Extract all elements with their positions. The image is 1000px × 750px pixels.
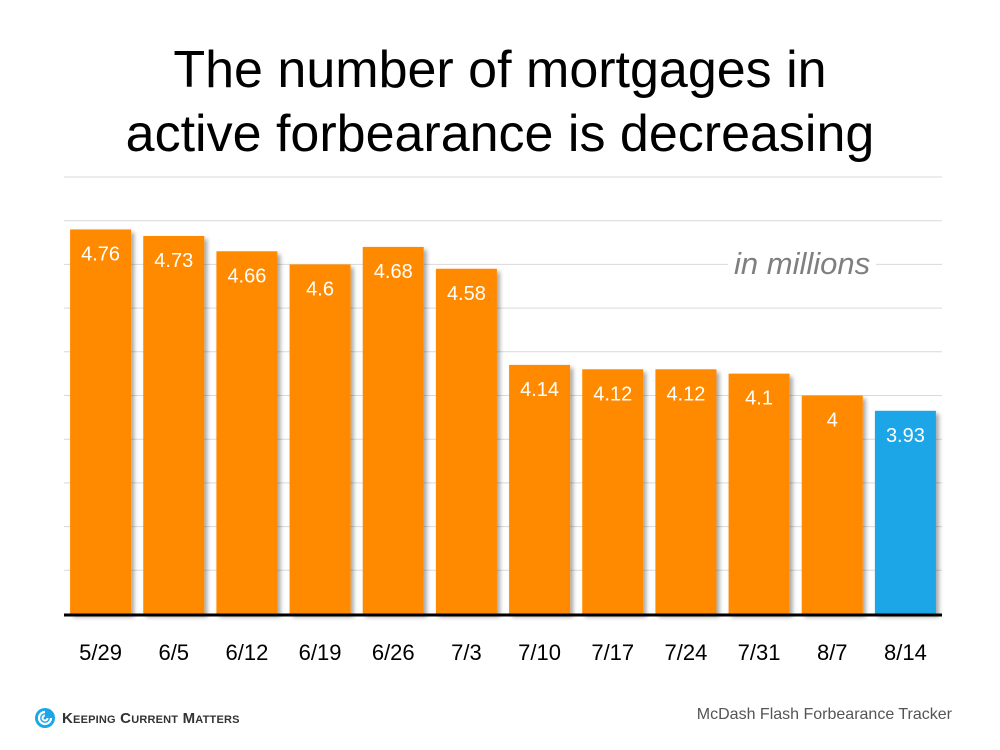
data-label: 4.73 xyxy=(154,250,193,272)
data-label: 4 xyxy=(827,410,838,432)
x-tick-label: 6/26 xyxy=(372,640,415,665)
x-tick-label: 7/3 xyxy=(451,640,482,665)
x-tick-label: 7/24 xyxy=(665,640,708,665)
bar-8/7 xyxy=(801,395,863,614)
data-label: 4.6 xyxy=(306,278,334,300)
units-annotation: in millions xyxy=(728,246,877,282)
bar-5/29 xyxy=(70,229,132,614)
x-tick-label: 8/14 xyxy=(884,640,927,665)
bar-6/12 xyxy=(216,251,278,615)
x-tick-label: 6/12 xyxy=(226,640,269,665)
data-label: 4.66 xyxy=(227,265,266,287)
swirl-logo-icon xyxy=(35,708,55,728)
x-tick-label: 5/29 xyxy=(79,640,122,665)
data-label: 4.76 xyxy=(81,243,120,265)
logo: Keeping Current Matters xyxy=(34,707,240,729)
bar-7/10 xyxy=(509,364,571,614)
bar-6/26 xyxy=(362,246,424,615)
bar-6/5 xyxy=(143,235,205,614)
bar-7/24 xyxy=(655,369,717,614)
chart-title: The number of mortgages in active forbear… xyxy=(125,41,875,163)
bar-6/19 xyxy=(289,264,351,614)
data-label: 3.93 xyxy=(886,425,925,447)
bar-8/14 xyxy=(874,410,936,614)
source-note: McDash Flash Forbearance Tracker xyxy=(696,706,952,723)
data-label: 4.58 xyxy=(447,283,486,305)
data-label: 4.68 xyxy=(374,261,413,283)
bar-7/31 xyxy=(728,373,790,614)
x-tick-label: 7/31 xyxy=(738,640,781,665)
x-tick-label: 6/19 xyxy=(299,640,342,665)
bar-7/17 xyxy=(582,369,644,614)
logo-text: Keeping Current Matters xyxy=(62,709,240,727)
data-label: 4.1 xyxy=(745,388,773,410)
x-tick-label: 8/7 xyxy=(817,640,848,665)
data-label: 4.14 xyxy=(520,379,559,401)
x-tick-label: 6/5 xyxy=(158,640,189,665)
bar-7/3 xyxy=(435,268,497,614)
data-label: 4.12 xyxy=(593,383,632,405)
x-tick-label: 7/10 xyxy=(518,640,561,665)
data-label: 4.12 xyxy=(666,383,705,405)
x-tick-label: 7/17 xyxy=(591,640,634,665)
